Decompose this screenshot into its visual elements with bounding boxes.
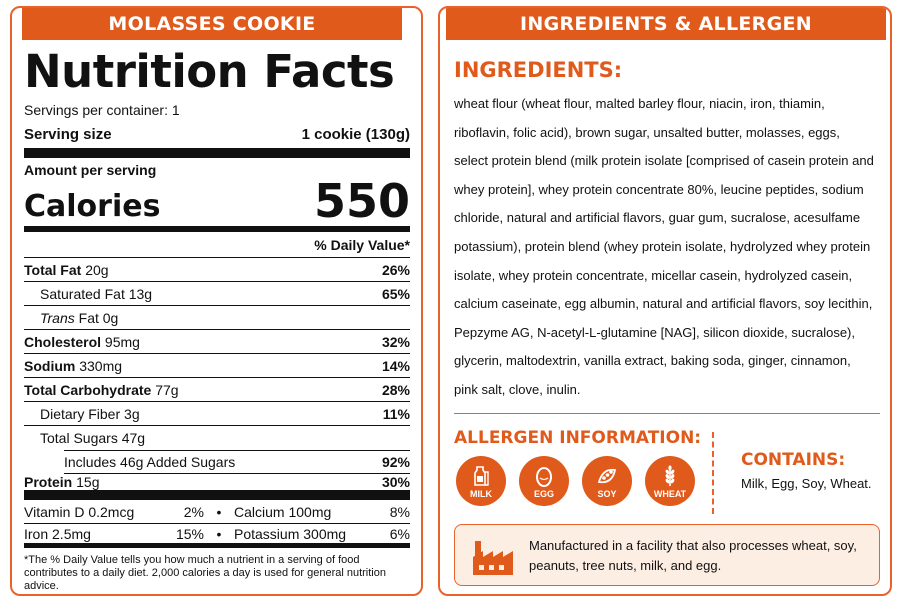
serving-size-value: 1 cookie (130g): [301, 126, 410, 143]
nutrient-pct: 14%: [381, 357, 410, 374]
mineral-name: Potassium 300mg: [234, 525, 347, 542]
bullet-separator: •: [216, 525, 222, 542]
allergen-label: WHEAT: [653, 488, 687, 499]
nutrient-name: Dietary Fiber: [40, 405, 121, 422]
factory-icon: [473, 541, 513, 575]
nutrient-name: Includes 46g Added Sugars: [64, 454, 236, 470]
calories-value: 550: [313, 174, 410, 228]
nutrient-name: Cholesterol: [24, 333, 102, 350]
allergen-label: MILK: [470, 488, 492, 499]
vitamin-row: Vitamin D 0.2mcg 2% • Calcium 100mg 8%: [24, 500, 410, 524]
nutrient-amount: 47g: [121, 430, 146, 446]
nutrient-name: Sodium: [24, 357, 76, 374]
nutrient-pct: 30%: [381, 474, 410, 490]
facility-notice: Manufactured in a facility that also pro…: [454, 524, 880, 586]
nutrient-pct: 32%: [381, 333, 410, 350]
ingredients-text: wheat flour (wheat flour, malted barley …: [454, 96, 874, 397]
nutrient-amount: 13g: [128, 285, 153, 302]
nutrient-amount: 95mg: [104, 333, 140, 350]
nutrient-pct: 26%: [381, 261, 410, 278]
calories-label: Calories: [24, 189, 161, 224]
calories-row: Calories 550: [24, 178, 410, 232]
nutrient-name: Total Fat: [24, 261, 82, 278]
nutrient-row-total-fat: Total Fat 20g 26%: [24, 258, 410, 282]
nutrient-name: Protein: [24, 474, 73, 490]
milk-icon: [474, 465, 489, 486]
serving-size-row: Serving size 1 cookie (130g): [24, 126, 410, 158]
nutrient-amount: 3g: [124, 405, 140, 422]
nutrient-pct: 28%: [381, 381, 410, 398]
ingredients-banner: INGREDIENTS & ALLERGEN INFORMATION: [446, 8, 886, 67]
vitamin-row: Iron 2.5mg 15% • Potassium 300mg 6%: [24, 524, 410, 548]
allergen-label: SOY: [597, 488, 617, 499]
nutrient-row-saturated-fat: Saturated Fat 13g 65%: [24, 282, 410, 306]
facility-text: Manufactured in a facility that also pro…: [529, 538, 857, 573]
nutrient-name: Total Carbohydrate: [24, 381, 152, 398]
nutrient-name: Trans: [40, 309, 75, 326]
nutrient-amount: 20g: [85, 261, 109, 278]
contains-text: Milk, Egg, Soy, Wheat.: [741, 476, 872, 491]
allergen-egg: EGG: [519, 456, 569, 506]
mineral-pct: 8%: [389, 503, 410, 520]
nutrient-row-cholesterol: Cholesterol 95mg 32%: [24, 330, 410, 354]
allergen-heading: ALLERGEN INFORMATION:: [454, 428, 702, 448]
nutrient-row-dietary-fiber: Dietary Fiber 3g 11%: [24, 402, 410, 426]
mineral-name: Calcium 100mg: [234, 503, 332, 520]
vitamin-pct: 15%: [175, 525, 204, 542]
amount-per-serving: Amount per serving: [24, 162, 157, 178]
nutrient-row-protein: Protein 15g 30%: [24, 474, 410, 500]
allergen-icons: MILK EGG SOY WHEAT: [456, 456, 695, 506]
nutrient-row-sodium: Sodium 330mg 14%: [24, 354, 410, 378]
daily-value-footnote: *The % Daily Value tells you how much a …: [24, 554, 386, 592]
nutrient-amount: 77g: [155, 381, 179, 398]
serving-size-label: Serving size: [24, 126, 112, 143]
dashed-divider: [712, 432, 714, 514]
section-divider: [454, 413, 880, 414]
nutrient-pct: 11%: [382, 405, 410, 422]
vitamin-name: Iron 2.5mg: [24, 525, 91, 542]
ingredients-panel: INGREDIENTS & ALLERGEN INFORMATION INGRE…: [438, 6, 892, 596]
nutrient-amount: 330mg: [79, 357, 123, 374]
nutrient-row-total-sugars: Total Sugars 47g: [24, 426, 410, 450]
nutrient-name: Total Sugars: [40, 430, 118, 446]
allergen-wheat: WHEAT: [645, 456, 695, 506]
ingredients-heading: INGREDIENTS:: [454, 58, 623, 82]
nutrient-row-added-sugars: Includes 46g Added Sugars 92%: [64, 450, 410, 474]
nutrition-facts-label: Nutrition Facts Servings per container: …: [24, 46, 410, 593]
nutrition-facts-title: Nutrition Facts: [24, 45, 395, 98]
nutrient-pct: 92%: [381, 454, 410, 470]
soy-icon: [597, 468, 617, 483]
nutrient-amount: Fat 0g: [78, 309, 119, 326]
egg-icon: [536, 466, 552, 487]
mineral-pct: 6%: [389, 525, 410, 542]
allergen-label: EGG: [533, 488, 554, 499]
nutrient-row-trans-fat: Trans Fat 0g: [24, 306, 410, 330]
vitamin-name: Vitamin D 0.2mcg: [24, 503, 135, 520]
nutrient-name: Saturated Fat: [40, 285, 125, 302]
daily-value-header: % Daily Value*: [24, 232, 410, 258]
product-banner: MOLASSES COOKIE: [22, 8, 402, 40]
nutrition-panel: MOLASSES COOKIE Nutrition Facts Servings…: [10, 6, 423, 596]
bullet-separator: •: [216, 503, 222, 520]
nutrient-pct: 65%: [381, 285, 410, 302]
allergen-soy: SOY: [582, 456, 632, 506]
vitamin-pct: 2%: [183, 503, 204, 520]
contains-heading: CONTAINS:: [741, 450, 846, 470]
wheat-icon: [665, 464, 675, 486]
allergen-milk: MILK: [456, 456, 506, 506]
nutrient-row-total-carbohydrate: Total Carbohydrate 77g 28%: [24, 378, 410, 402]
nutrient-amount: 15g: [76, 474, 100, 490]
servings-per-container: Servings per container: 1: [24, 102, 180, 118]
